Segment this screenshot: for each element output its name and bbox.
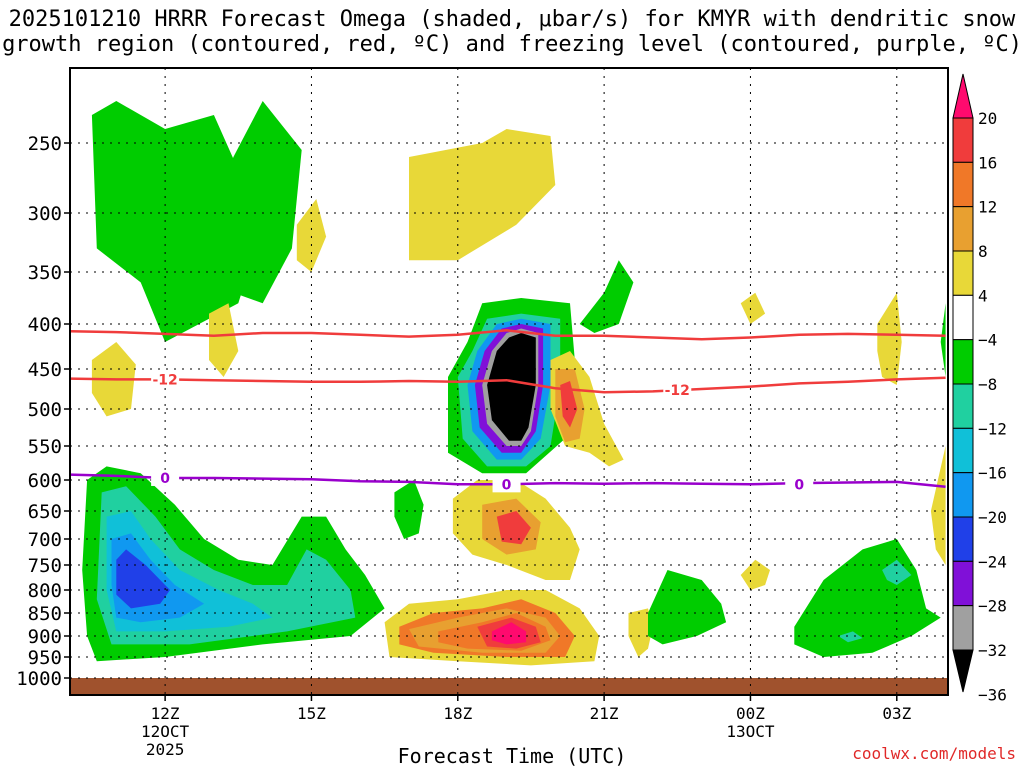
- colorbar-label: −8: [978, 375, 997, 394]
- y-tick-label: 300: [28, 203, 62, 225]
- colorbar-swatch: [952, 339, 974, 385]
- colorbar-label: −36: [978, 685, 1007, 704]
- x-tick-label: 03Z: [882, 704, 911, 723]
- region-yellow-small-r3: [740, 292, 766, 324]
- y-tick-label: 450: [28, 359, 62, 381]
- y-tick-label: 350: [28, 262, 62, 284]
- colorbar-label: −12: [978, 419, 1007, 438]
- y-tick-label: 950: [28, 647, 62, 669]
- chart-title-line2: growth region (contoured, red, ºC) and f…: [2, 32, 1022, 57]
- contour-label-bg: [785, 476, 814, 493]
- contour-label: 0: [160, 471, 170, 487]
- colorbar-label: 16: [978, 153, 997, 172]
- plot-frame: [69, 67, 949, 696]
- colorbar-label: −32: [978, 641, 1007, 660]
- x-tick-date: 13OCT: [726, 722, 775, 741]
- contour-dendritic--12C: [70, 329, 946, 341]
- region-yellow-top-3: [409, 129, 556, 261]
- region-darkblue-big-left: [116, 549, 170, 609]
- y-tick-label: 750: [28, 555, 62, 577]
- y-tick-label: 500: [28, 399, 62, 421]
- colorbar-swatch: [952, 472, 974, 518]
- colorbar-label: 4: [978, 286, 988, 305]
- colorbar-swatch: [952, 250, 974, 296]
- region-red-right: [560, 381, 578, 428]
- contour-label: -12: [152, 372, 177, 388]
- y-tick-label: 1000: [16, 668, 62, 690]
- colorbar-swatch: [952, 383, 974, 429]
- region-yellow-top-1: [209, 303, 239, 377]
- y-tick-label: 400: [28, 314, 62, 336]
- contour-label-bg: [663, 381, 692, 398]
- shaded-regions: [70, 101, 948, 695]
- colorbar: 20 16 12 8 4 −4 −8 −12 −16 −20 −24 −28 −32 −36: [952, 73, 1007, 704]
- colorbar-top-arrow: [952, 73, 974, 119]
- y-axis: 2503003504004505005506006507007508008509…: [16, 133, 70, 690]
- colorbar-label: −4: [978, 331, 997, 350]
- contour-label-bg: [492, 476, 521, 493]
- region-cyan-r-bottom-2: [838, 631, 863, 643]
- colorbar-bottom-arrow: [952, 649, 974, 693]
- colorbar-swatch: [952, 206, 974, 252]
- colorbar-swatch: [952, 427, 974, 474]
- y-tick-label: 800: [28, 580, 62, 602]
- x-tick-date: 12OCT: [141, 722, 190, 741]
- colorbar-swatch: [952, 605, 974, 651]
- colorbar-label: 12: [978, 198, 997, 217]
- x-tick-label: 00Z: [736, 704, 765, 723]
- contour-label: 0: [794, 477, 804, 493]
- contour-label: 0: [502, 477, 512, 493]
- region-yellow-far-right: [930, 446, 946, 565]
- x-axis-title: Forecast Time (UTC): [397, 744, 627, 768]
- contour-dendritic--12C-lower: [70, 376, 946, 394]
- colorbar-swatch: [952, 516, 974, 562]
- colorbar-label: 8: [978, 242, 988, 261]
- region-black-mid: [487, 333, 536, 441]
- colorbar-swatch: [952, 117, 974, 163]
- y-tick-label: 250: [28, 133, 62, 155]
- y-tick-label: 900: [28, 626, 62, 648]
- region-green-small-1: [394, 480, 424, 539]
- region-red-lower-mid: [496, 511, 531, 545]
- colorbar-swatch: [952, 294, 974, 341]
- x-tick-label: 12Z: [151, 704, 180, 723]
- colorbar-swatch: [952, 161, 974, 208]
- region-green-right-top: [579, 260, 634, 333]
- colorbar-swatch: [952, 560, 974, 607]
- x-tick-label: 15Z: [297, 704, 326, 723]
- region-magenta-bottom: [491, 622, 527, 645]
- ground: [70, 678, 948, 695]
- colorbar-label: −16: [978, 464, 1007, 483]
- region-green-r-mid: [648, 570, 727, 645]
- region-yellow-small-r4: [877, 292, 902, 385]
- region-yellow-small-r1: [628, 608, 653, 657]
- y-tick-label: 650: [28, 501, 62, 523]
- colorbar-label: −20: [978, 508, 1007, 527]
- y-tick-label: 850: [28, 603, 62, 625]
- x-tick-year: 2025: [146, 740, 185, 759]
- colorbar-label: −28: [978, 597, 1007, 616]
- region-green-left-top: [91, 101, 263, 342]
- contour-lines: -12 -12 0 0 0: [70, 329, 946, 493]
- y-tick-label: 600: [28, 470, 62, 492]
- region-yellow-top-2: [296, 199, 327, 272]
- y-tick-label: 550: [28, 436, 62, 458]
- credit-text[interactable]: coolwx.com/models: [852, 744, 1016, 763]
- region-green-far-right: [940, 303, 946, 377]
- x-tick-label: 21Z: [590, 704, 619, 723]
- x-tick-label: 18Z: [443, 704, 472, 723]
- chart-title-line1: 2025101210 HRRR Forecast Omega (shaded, …: [8, 7, 1016, 32]
- y-tick-label: 700: [28, 529, 62, 551]
- region-green-r-bottom: [794, 539, 941, 657]
- colorbar-label: −24: [978, 552, 1007, 571]
- colorbar-label: 20: [978, 109, 997, 128]
- contour-label-bg: [151, 371, 180, 388]
- contour-label: -12: [665, 383, 690, 399]
- region-green-top-2: [204, 101, 302, 304]
- contour-label-bg: [151, 469, 180, 486]
- region-yellow-small-r2: [740, 559, 770, 590]
